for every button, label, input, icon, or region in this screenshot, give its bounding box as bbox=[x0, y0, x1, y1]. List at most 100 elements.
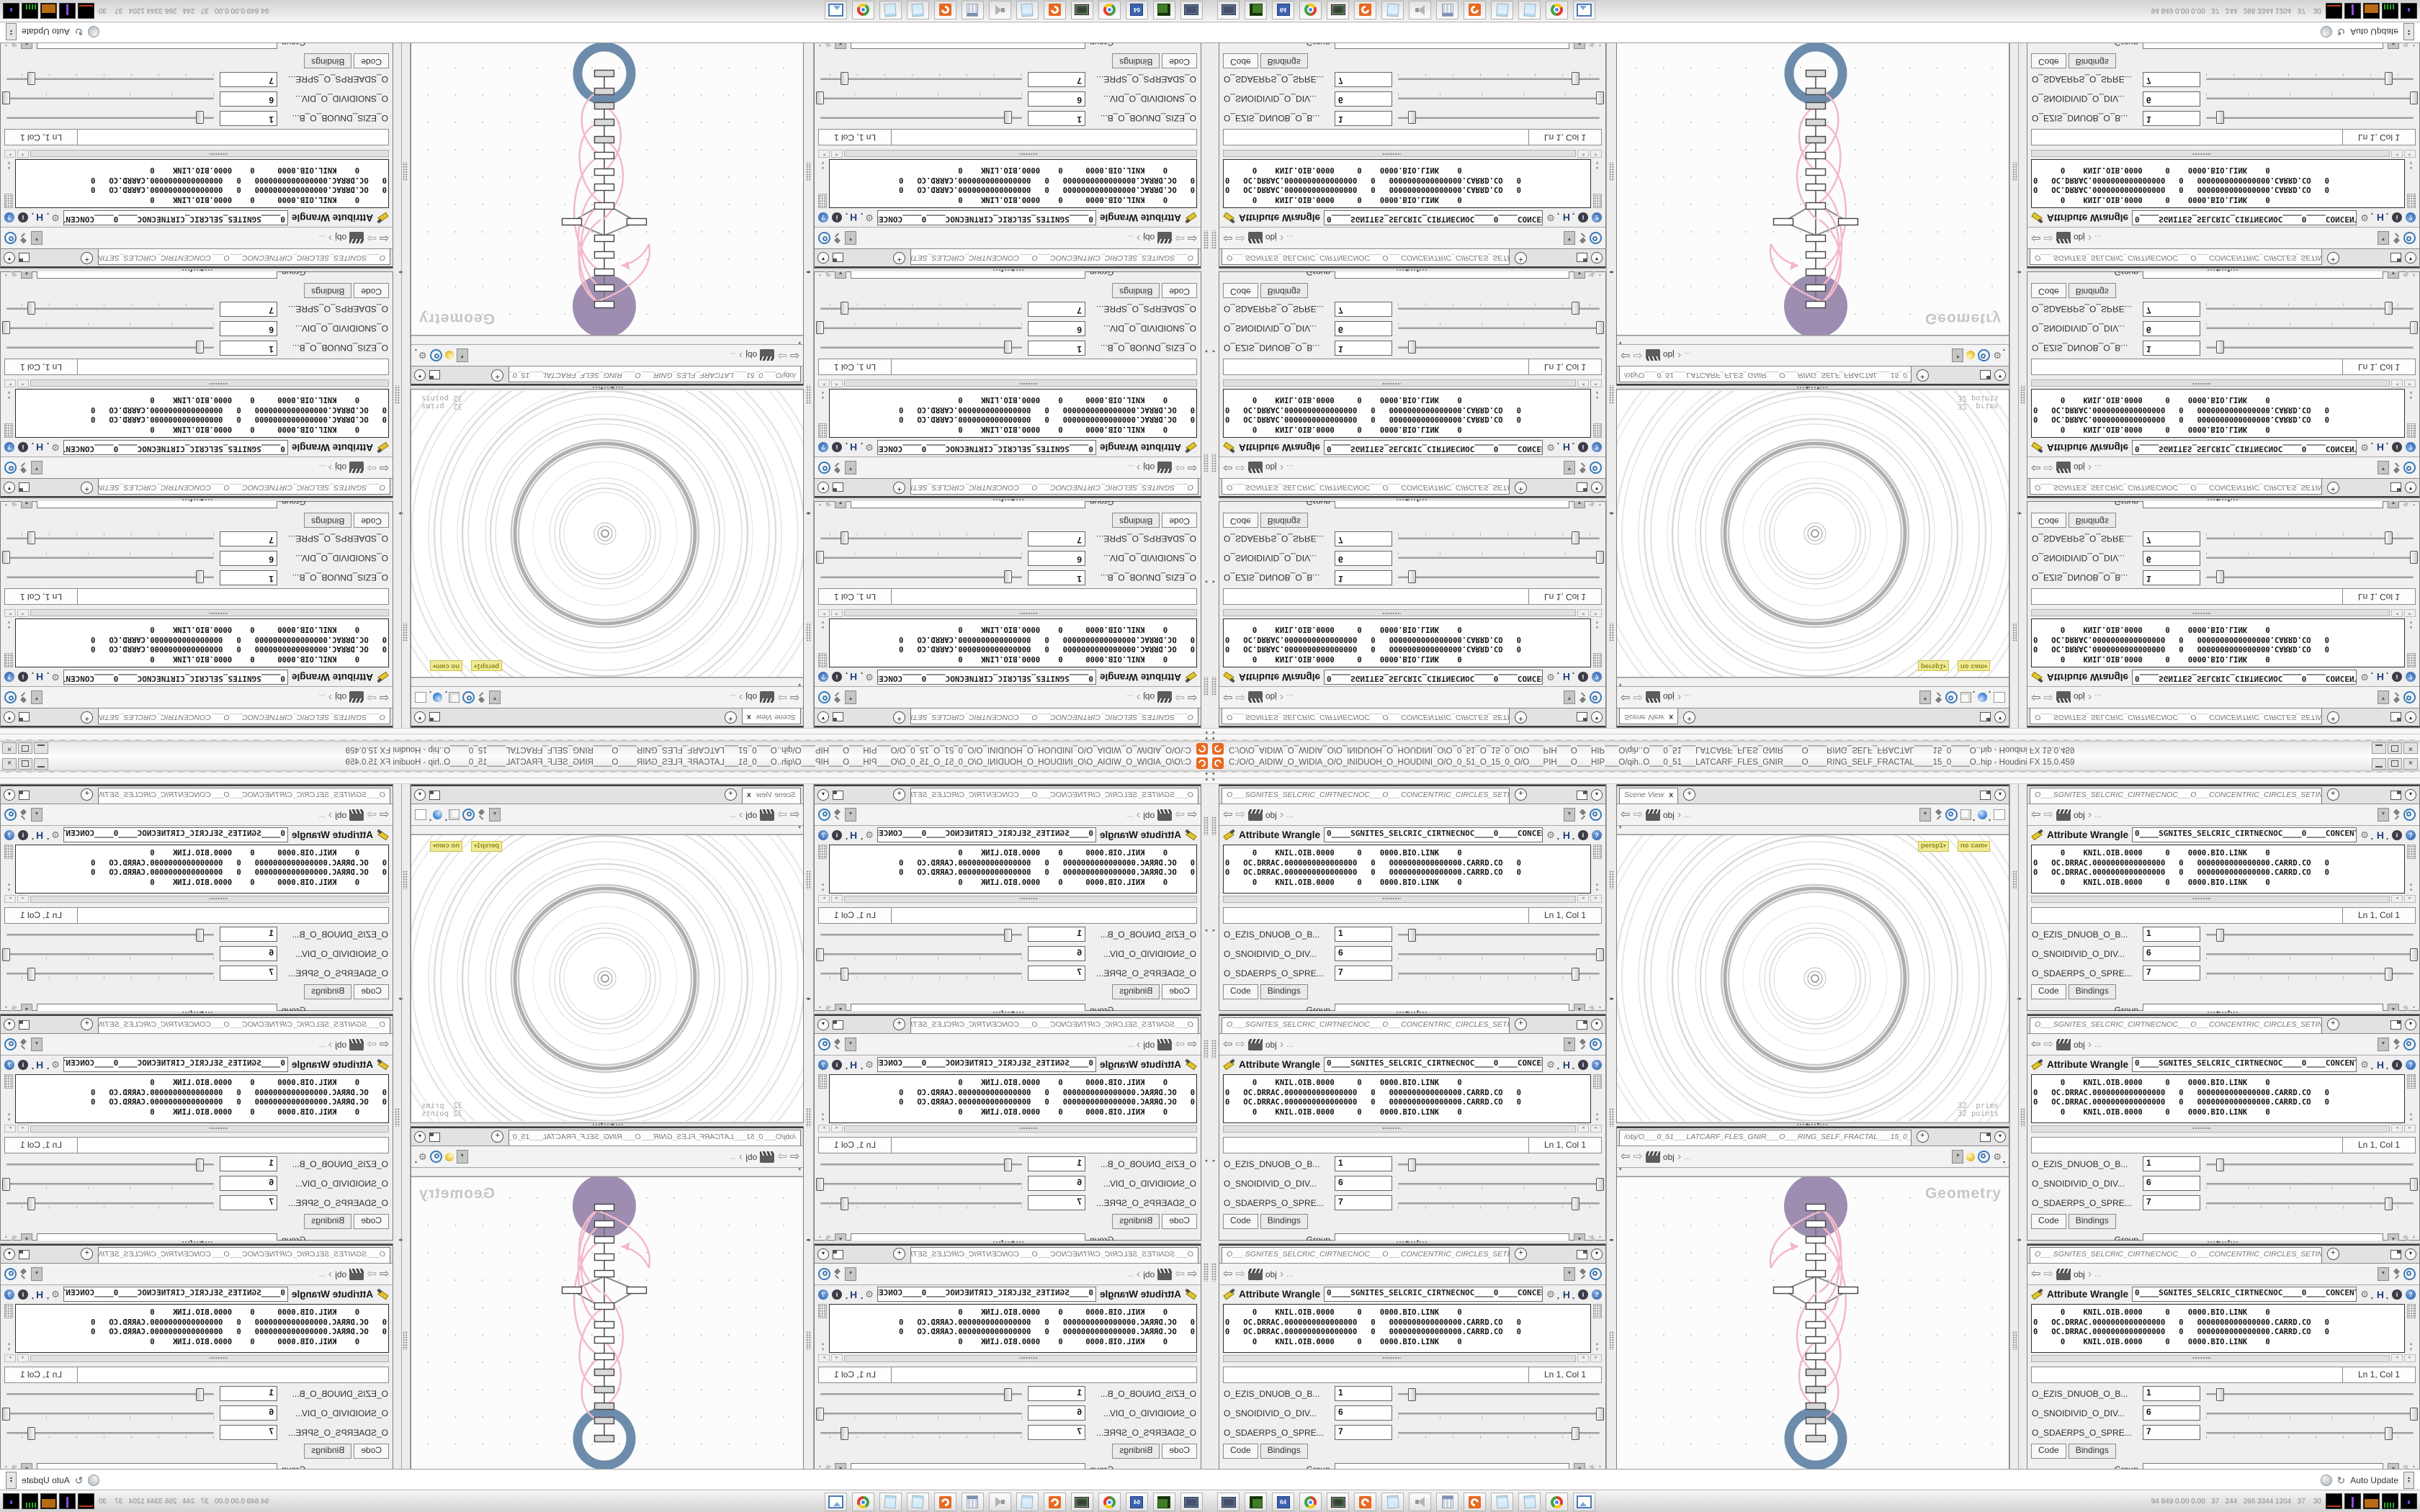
param-slider[interactable] bbox=[5, 967, 215, 981]
tab-bindings[interactable]: Bindings bbox=[2068, 984, 2116, 999]
splitter-arrows[interactable]: ▸ bbox=[1212, 348, 1216, 354]
collapse-caret-icon[interactable]: ▾ bbox=[798, 340, 801, 345]
link-radial-icon[interactable] bbox=[1590, 809, 1602, 821]
collapse-caret-icon[interactable]: ▾ bbox=[1212, 778, 1215, 783]
pin-icon[interactable] bbox=[19, 1269, 28, 1279]
slider-handle[interactable] bbox=[1004, 928, 1013, 942]
node-box[interactable] bbox=[1805, 234, 1827, 243]
param-value-field[interactable]: 1 bbox=[1335, 570, 1392, 585]
breadcrumb-more[interactable]: ... bbox=[1286, 1269, 1294, 1279]
gear-icon[interactable]: ⚙ bbox=[51, 829, 60, 840]
link-radial-icon[interactable] bbox=[462, 809, 475, 821]
slider-handle[interactable] bbox=[1004, 111, 1013, 125]
path-dropdown[interactable]: ▼ bbox=[2378, 1267, 2389, 1281]
param-value-field[interactable]: 6 bbox=[220, 1176, 277, 1191]
clapperboard-icon[interactable] bbox=[349, 691, 364, 703]
slider-handle[interactable] bbox=[1407, 928, 1416, 942]
breadcrumb-more[interactable]: ... bbox=[1126, 233, 1134, 243]
calculator-icon[interactable] bbox=[962, 1493, 984, 1511]
breadcrumb[interactable]: obj bbox=[2073, 1039, 2085, 1050]
pane-tab[interactable]: O___SGNITES_SELCRIC_CIRTNECNOC___O___CON… bbox=[1222, 1247, 1510, 1263]
network-canvas[interactable]: Geometry bbox=[1617, 42, 2009, 336]
pane-tab[interactable]: O___SGNITES_SELCRIC_CIRTNECNOC___O___CON… bbox=[910, 249, 1198, 265]
pane-menu-icon[interactable]: ▾ bbox=[817, 482, 829, 493]
param-value-field[interactable]: 1 bbox=[2143, 1156, 2200, 1171]
param-value-field[interactable]: 7 bbox=[1335, 1195, 1392, 1210]
splitter[interactable]: ◂▸ ◂▸ bbox=[392, 43, 411, 728]
pane-menu-icon[interactable]: ▾ bbox=[2405, 252, 2416, 264]
auto-update-label[interactable]: Auto Update bbox=[2350, 27, 2398, 37]
breadcrumb-more[interactable]: ... bbox=[318, 1269, 326, 1279]
info-icon[interactable]: i bbox=[832, 442, 842, 453]
breadcrumb[interactable]: obj bbox=[1662, 350, 1675, 361]
code-hscrollbar[interactable]: ◂ ▸ bbox=[818, 150, 1197, 158]
param-slider[interactable] bbox=[2205, 1177, 2419, 1191]
clapperboard-icon[interactable] bbox=[1247, 809, 1263, 821]
breadcrumb-more[interactable]: ... bbox=[729, 810, 736, 819]
param-value-field[interactable]: 1 bbox=[1335, 1156, 1392, 1171]
back-icon[interactable]: ⇦ bbox=[379, 1267, 389, 1280]
network-tab[interactable]: /obj/O___0_51___LATCARF_FLES_GNIR___O___… bbox=[508, 1130, 801, 1146]
node-box[interactable] bbox=[593, 1236, 615, 1244]
gear-icon[interactable]: ⚙ bbox=[51, 212, 60, 223]
param-value-field[interactable]: 7 bbox=[1028, 1195, 1085, 1210]
link-radial-icon[interactable] bbox=[1590, 1268, 1602, 1280]
back-icon[interactable]: ⇦ bbox=[1187, 808, 1197, 821]
breadcrumb[interactable]: obj bbox=[745, 809, 758, 820]
expression-input[interactable] bbox=[2032, 1367, 2342, 1382]
param-slider[interactable] bbox=[815, 1177, 1023, 1191]
slider-handle[interactable] bbox=[27, 72, 35, 86]
expression-input[interactable] bbox=[2032, 1138, 2342, 1153]
clapperboard-icon[interactable] bbox=[2056, 691, 2071, 703]
param-value-field[interactable]: 1 bbox=[220, 341, 277, 356]
slider-handle[interactable] bbox=[1, 321, 10, 335]
path-dropdown[interactable]: ▼ bbox=[456, 348, 468, 362]
breadcrumb[interactable]: obj bbox=[745, 1151, 758, 1162]
forward-icon[interactable]: ⇨ bbox=[367, 808, 377, 821]
expression-input[interactable] bbox=[78, 359, 388, 374]
param-value-field[interactable]: 6 bbox=[220, 1405, 277, 1421]
param-value-field[interactable]: 7 bbox=[2143, 1195, 2200, 1210]
pane-tab[interactable]: O___SGNITES_SELCRIC_CIRTNECNOC___O___CON… bbox=[2030, 788, 2322, 804]
param-slider[interactable] bbox=[2205, 531, 2415, 546]
code-vscrollbar[interactable]: ▴ ▾ bbox=[4, 618, 14, 667]
slider-handle[interactable] bbox=[2216, 928, 2225, 942]
node-box[interactable] bbox=[1805, 102, 1827, 110]
help-icon[interactable]: ? bbox=[818, 1059, 828, 1070]
gear-icon[interactable]: ⚙ bbox=[51, 672, 60, 683]
splitter-arrows[interactable]: ◂▸ bbox=[805, 510, 812, 516]
notepad-icon[interactable] bbox=[1381, 1493, 1404, 1511]
forward-icon[interactable]: ⇨ bbox=[1633, 691, 1643, 704]
code-vscrollbar[interactable]: ▴ ▾ bbox=[818, 389, 828, 438]
splitter[interactable]: ◂▸ ◂▸ bbox=[2009, 784, 2028, 1469]
system-monitor-icon[interactable] bbox=[1217, 1, 1240, 19]
pin-icon[interactable] bbox=[19, 809, 28, 820]
param-slider[interactable] bbox=[1397, 72, 1601, 86]
node-name-field[interactable]: 0____SGNITES_SELCRIC_CIRTNECNOC____0____… bbox=[877, 827, 1096, 842]
param-slider[interactable] bbox=[1, 91, 215, 106]
tab-bindings[interactable]: Bindings bbox=[1112, 1444, 1160, 1459]
splitter[interactable]: ◂▸ ◂▸ bbox=[392, 784, 411, 1469]
param-value-field[interactable]: 1 bbox=[2143, 341, 2200, 356]
splitter-arrows[interactable]: ◂▸ bbox=[1608, 510, 1615, 516]
camera-persp-badge[interactable]: persp1▾ bbox=[471, 841, 502, 852]
help-icon[interactable]: ? bbox=[1592, 1059, 1602, 1070]
forward-icon[interactable]: ⇨ bbox=[1633, 1150, 1643, 1163]
param-slider[interactable] bbox=[1397, 1407, 1605, 1421]
tab-close-icon[interactable]: x bbox=[1669, 713, 1674, 721]
param-value-field[interactable]: 7 bbox=[220, 966, 277, 981]
gear-icon[interactable]: ⚙ bbox=[1546, 212, 1555, 223]
notepad-icon[interactable] bbox=[1491, 1, 1513, 19]
new-tab-icon[interactable]: + bbox=[81, 788, 94, 801]
pane-divider[interactable] bbox=[1616, 1123, 2009, 1126]
node-box[interactable] bbox=[1805, 183, 1827, 192]
help-H-icon[interactable]: H bbox=[850, 441, 858, 454]
tab-bindings[interactable]: Bindings bbox=[1112, 984, 1160, 999]
pane-divider[interactable] bbox=[814, 269, 1201, 271]
maximize-button[interactable] bbox=[18, 742, 32, 754]
node-box[interactable] bbox=[1805, 1385, 1827, 1394]
node-box[interactable] bbox=[593, 1416, 615, 1425]
link-radial-icon[interactable] bbox=[1978, 349, 1991, 361]
